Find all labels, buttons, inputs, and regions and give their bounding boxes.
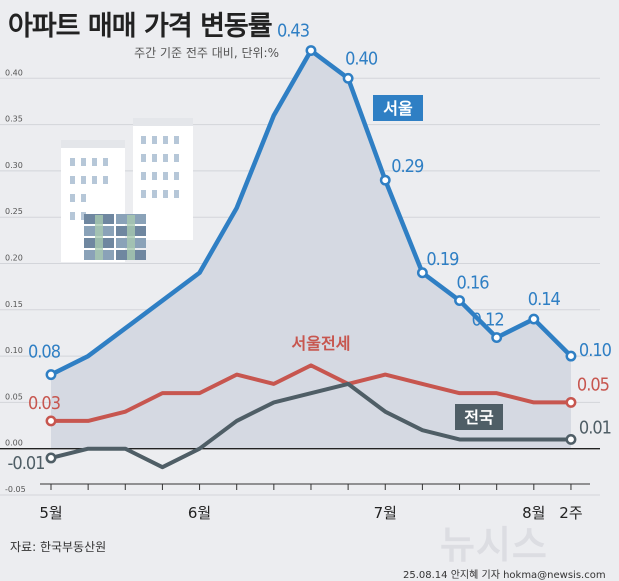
x-tick-label: 6월 — [188, 504, 211, 522]
data-label: 0.29 — [391, 156, 424, 177]
y-tick-label: 0.00 — [5, 439, 23, 448]
y-tick-labels: -0.05 0.00 0.05 0.10 0.15 0.20 0.25 0.30 0.35 0.4… — [5, 68, 26, 494]
series-name-label: 서울 — [383, 99, 413, 118]
series-line-1 — [49, 363, 573, 423]
x-tick-label: 8월 — [522, 504, 545, 522]
credit-line: 25.08.14 안지혜 기자 hokma@newsis.com — [403, 570, 606, 581]
data-label: 0.01 — [579, 417, 611, 438]
y-tick-label: 0.20 — [5, 254, 23, 263]
data-point — [565, 433, 577, 445]
data-point — [45, 452, 57, 464]
y-tick-label: 0.10 — [5, 346, 23, 355]
apartment-buildings-illustration — [61, 118, 193, 262]
series-name-box — [373, 95, 423, 121]
data-label: 0.43 — [277, 21, 310, 42]
data-label: 0.08 — [28, 342, 61, 363]
newsis-watermark: 뉴시스 — [440, 523, 548, 567]
x-tick-label: 5월 — [39, 504, 62, 522]
y-tick-label: 0.30 — [5, 161, 23, 170]
data-label: 0.10 — [579, 340, 612, 361]
data-point — [565, 396, 577, 408]
data-label: 0.19 — [426, 249, 459, 270]
source-note: 자료: 한국부동산원 — [10, 540, 107, 554]
data-label: 0.05 — [577, 374, 609, 395]
data-label: 0.03 — [28, 393, 61, 414]
series-points — [45, 45, 577, 464]
y-tick-label: 0.25 — [5, 207, 23, 216]
data-label: -0.01 — [8, 453, 45, 474]
data-point — [305, 45, 317, 56]
data-point — [416, 267, 428, 279]
data-label: 0.40 — [345, 48, 378, 69]
chart-title: 아파트 매매 가격 변동률 — [8, 11, 273, 42]
y-tick-label: 0.35 — [5, 115, 23, 124]
data-point — [342, 72, 354, 84]
data-point — [454, 295, 465, 306]
series-name-box — [455, 404, 503, 430]
x-tick-label: 7월 — [374, 504, 397, 522]
data-label: 0.16 — [457, 273, 490, 294]
data-labels: 0.08 0.43 0.40 0.29 0.19 0.16 0.12 0.14 0.10 0.03… — [8, 21, 613, 474]
series-name-label: 서울전세 — [292, 334, 351, 353]
y-tick-label: 0.05 — [5, 392, 23, 401]
data-point — [565, 350, 577, 362]
series-line-2 — [49, 381, 573, 470]
y-tick-label: 0.40 — [5, 68, 23, 77]
data-point — [528, 313, 540, 325]
x-tick-label: 2주 — [559, 504, 582, 522]
data-label: 0.14 — [528, 289, 561, 310]
data-point — [45, 415, 57, 427]
money-stack-illustration — [84, 214, 146, 260]
chart-subtitle: 주간 기준 전주 대비, 단위:% — [134, 46, 279, 60]
y-tick-label: -0.05 — [5, 485, 26, 494]
series-name-label: 전국 — [464, 408, 494, 427]
data-point — [45, 369, 57, 381]
y-tick-label: 0.15 — [5, 300, 23, 309]
data-label: 0.12 — [472, 310, 504, 331]
seoul-area-fill — [51, 50, 571, 449]
data-point — [379, 174, 391, 186]
data-point — [491, 332, 503, 344]
x-axis: 5월 6월 7월 8월 2주 — [39, 483, 590, 522]
